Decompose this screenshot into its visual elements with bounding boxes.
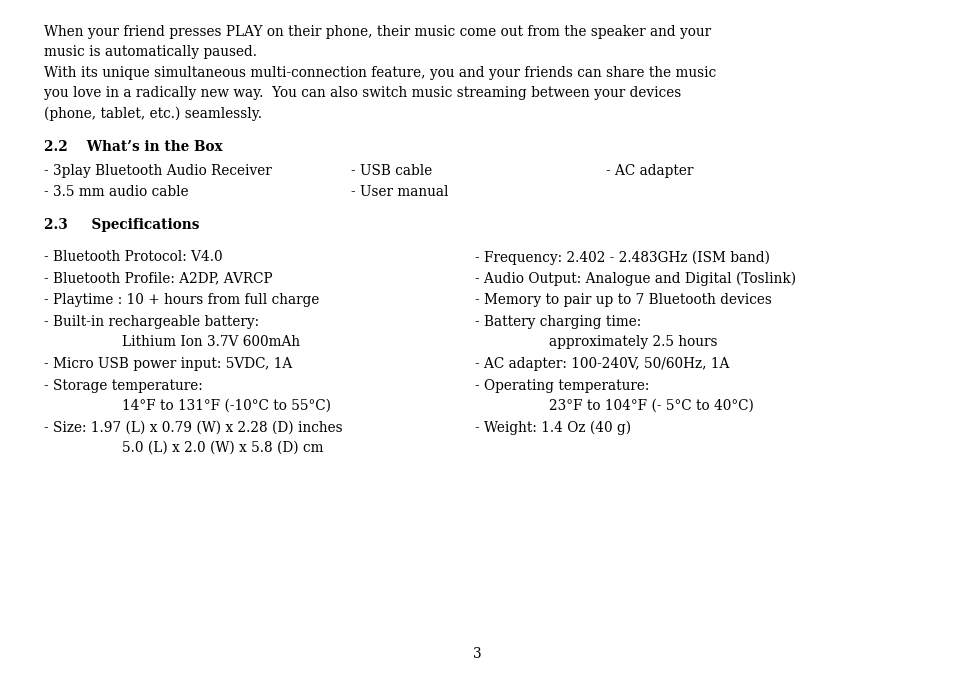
Text: (phone, tablet, etc.) seamlessly.: (phone, tablet, etc.) seamlessly. — [44, 106, 262, 120]
Text: - Memory to pair up to 7 Bluetooth devices: - Memory to pair up to 7 Bluetooth devic… — [475, 293, 771, 308]
Text: 14°F to 131°F (-10°C to 55°C): 14°F to 131°F (-10°C to 55°C) — [122, 399, 331, 413]
Text: you love in a radically new way.  You can also switch music streaming between yo: you love in a radically new way. You can… — [44, 86, 680, 100]
Text: music is automatically paused.: music is automatically paused. — [44, 45, 256, 59]
Text: - 3.5 mm audio cable: - 3.5 mm audio cable — [44, 185, 189, 199]
Text: - 3play Bluetooth Audio Receiver: - 3play Bluetooth Audio Receiver — [44, 164, 272, 178]
Text: Lithium Ion 3.7V 600mAh: Lithium Ion 3.7V 600mAh — [122, 335, 300, 349]
Text: - Weight: 1.4 Oz (40 g): - Weight: 1.4 Oz (40 g) — [475, 420, 631, 435]
Text: 5.0 (L) x 2.0 (W) x 5.8 (D) cm: 5.0 (L) x 2.0 (W) x 5.8 (D) cm — [122, 441, 323, 455]
Text: - AC adapter: 100-240V, 50/60Hz, 1A: - AC adapter: 100-240V, 50/60Hz, 1A — [475, 357, 729, 371]
Text: - Battery charging time:: - Battery charging time: — [475, 315, 640, 329]
Text: 23°F to 104°F (- 5°C to 40°C): 23°F to 104°F (- 5°C to 40°C) — [548, 399, 753, 413]
Text: - Frequency: 2.402 - 2.483GHz (ISM band): - Frequency: 2.402 - 2.483GHz (ISM band) — [475, 250, 769, 264]
Text: - Bluetooth Profile: A2DP, AVRCP: - Bluetooth Profile: A2DP, AVRCP — [44, 272, 273, 286]
Text: 3: 3 — [472, 647, 481, 661]
Text: - Playtime : 10 + hours from full charge: - Playtime : 10 + hours from full charge — [44, 293, 319, 308]
Text: When your friend presses PLAY on their phone, their music come out from the spea: When your friend presses PLAY on their p… — [44, 25, 710, 39]
Text: - Storage temperature:: - Storage temperature: — [44, 379, 202, 393]
Text: - Audio Output: Analogue and Digital (Toslink): - Audio Output: Analogue and Digital (To… — [475, 272, 796, 286]
Text: With its unique simultaneous multi-connection feature, you and your friends can : With its unique simultaneous multi-conne… — [44, 66, 716, 80]
Text: - Operating temperature:: - Operating temperature: — [475, 379, 649, 393]
Text: - Built-in rechargeable battery:: - Built-in rechargeable battery: — [44, 315, 258, 329]
Text: - USB cable: - USB cable — [351, 164, 432, 178]
Text: 2.3     Specifications: 2.3 Specifications — [44, 218, 199, 232]
Text: - User manual: - User manual — [351, 185, 448, 199]
Text: approximately 2.5 hours: approximately 2.5 hours — [548, 335, 717, 349]
Text: - Bluetooth Protocol: V4.0: - Bluetooth Protocol: V4.0 — [44, 250, 222, 264]
Text: - Size: 1.97 (L) x 0.79 (W) x 2.28 (D) inches: - Size: 1.97 (L) x 0.79 (W) x 2.28 (D) i… — [44, 420, 342, 435]
Text: - AC adapter: - AC adapter — [605, 164, 693, 178]
Text: 2.2    What’s in the Box: 2.2 What’s in the Box — [44, 140, 222, 154]
Text: - Micro USB power input: 5VDC, 1A: - Micro USB power input: 5VDC, 1A — [44, 357, 292, 371]
